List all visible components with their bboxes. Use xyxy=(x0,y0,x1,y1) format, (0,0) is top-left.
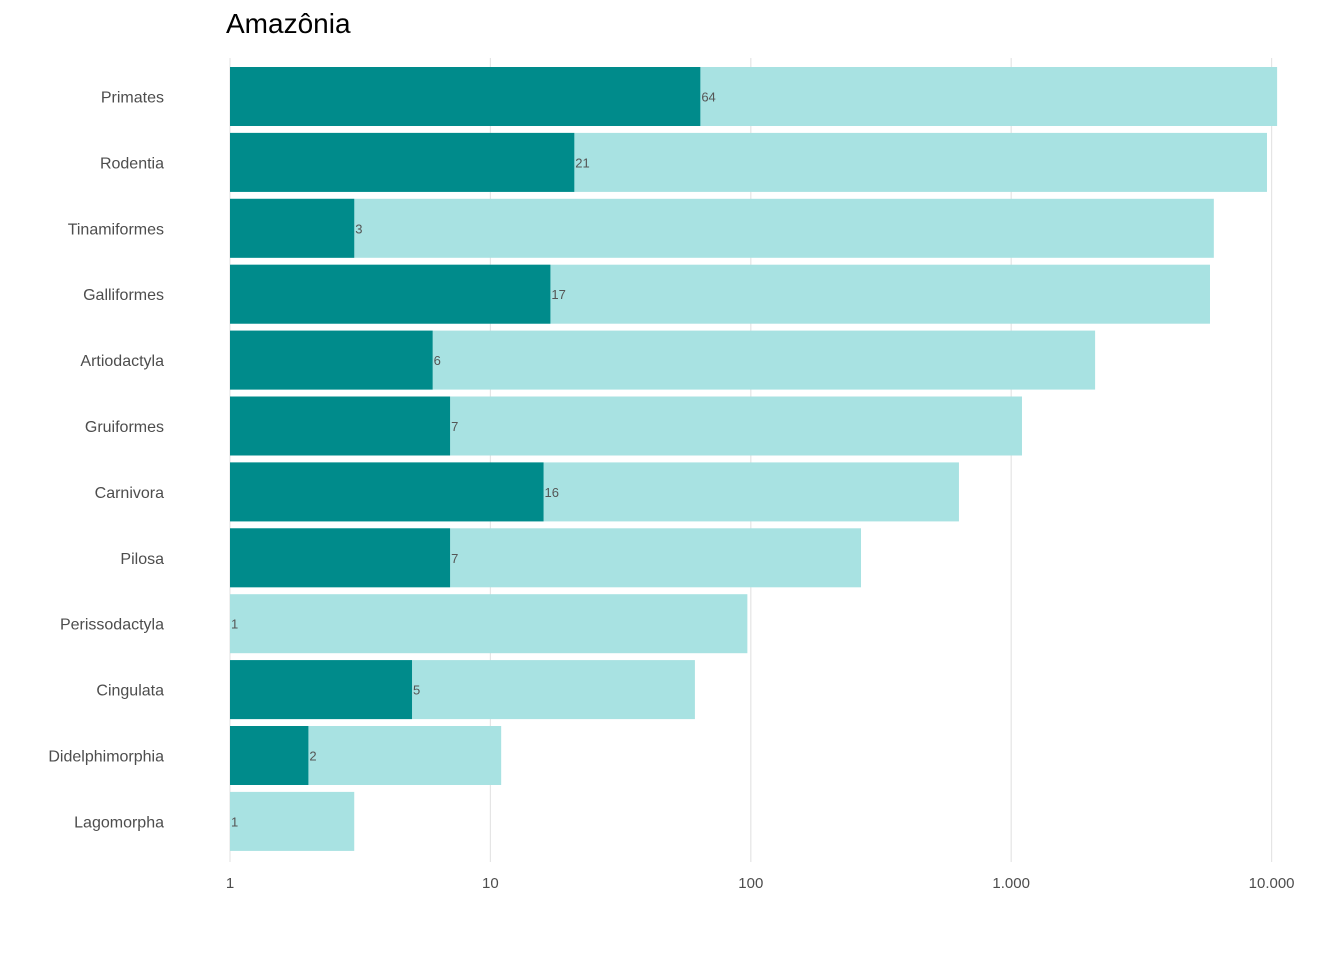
data-label: 21 xyxy=(575,155,589,170)
bars xyxy=(230,67,1278,851)
bar-value xyxy=(230,264,551,324)
bar-value xyxy=(230,67,701,126)
data-label: 1 xyxy=(231,814,238,829)
x-tick-label: 10 xyxy=(482,875,499,892)
x-tick-label: 100 xyxy=(738,875,763,892)
bar-value xyxy=(230,198,355,258)
bar-value xyxy=(230,726,309,785)
x-axis: 1 10 100 1.000 10.000 xyxy=(226,875,1295,892)
y-tick-label: Carnivora xyxy=(95,485,164,502)
y-tick-label: Rodentia xyxy=(100,155,164,172)
y-tick-label: Tinamiformes xyxy=(68,221,164,238)
data-label: 5 xyxy=(413,683,420,698)
y-tick-label: Lagomorpha xyxy=(74,814,164,831)
y-tick-label: Primates xyxy=(101,90,164,107)
bar-value xyxy=(230,132,575,192)
data-label: 16 xyxy=(545,485,559,500)
x-tick-label: 1 xyxy=(226,875,234,892)
x-tick-label: 10.000 xyxy=(1249,875,1295,892)
bar-value xyxy=(230,660,413,720)
chart-title: Amazônia xyxy=(226,8,351,39)
data-label: 7 xyxy=(451,551,458,566)
x-tick-label: 1.000 xyxy=(992,875,1030,892)
y-tick-label: Didelphimorphia xyxy=(48,749,164,766)
data-label: 6 xyxy=(434,353,441,368)
y-tick-label: Artiodactyla xyxy=(80,353,164,370)
bar-value xyxy=(230,462,544,522)
y-axis: Primates Rodentia Tinamiformes Galliformes A… xyxy=(48,90,164,832)
bar-total xyxy=(230,198,1214,258)
y-tick-label: Galliformes xyxy=(83,287,164,304)
y-tick-label: Gruiformes xyxy=(85,419,164,436)
data-label: 64 xyxy=(701,90,715,105)
data-label: 7 xyxy=(451,419,458,434)
bar-value xyxy=(230,528,451,588)
data-label: 1 xyxy=(231,617,238,632)
data-label: 3 xyxy=(355,221,362,236)
bar-value xyxy=(230,330,433,390)
data-label: 17 xyxy=(551,287,565,302)
data-label: 2 xyxy=(309,749,316,764)
bar-total xyxy=(230,594,748,654)
bar-value xyxy=(230,396,451,456)
y-tick-label: Pilosa xyxy=(120,551,164,568)
y-tick-label: Cingulata xyxy=(96,683,164,700)
y-tick-label: Perissodactyla xyxy=(60,617,164,634)
bar-total xyxy=(230,791,355,851)
